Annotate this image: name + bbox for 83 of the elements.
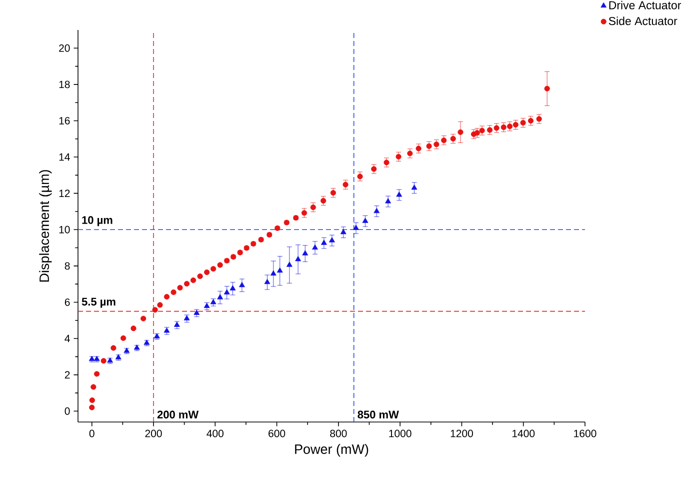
point (174, 322, 180, 327)
point (396, 192, 402, 197)
point (330, 190, 336, 196)
y-tick-label: 12 (59, 190, 70, 197)
point (371, 166, 377, 172)
point (384, 160, 390, 166)
point (374, 208, 380, 214)
point (301, 210, 308, 216)
y-tick-label: 0 (64, 407, 70, 415)
y-tick-label: 8 (64, 262, 70, 270)
ref-line-label: 200 mW (157, 410, 199, 418)
point (184, 315, 190, 320)
point (458, 129, 464, 135)
point (407, 150, 413, 156)
x-tick-label: 1200 (450, 430, 473, 438)
point (270, 270, 276, 276)
point (210, 299, 216, 304)
point (312, 244, 318, 250)
y-tick-label: 20 (59, 44, 70, 52)
point (217, 294, 224, 300)
y-axis-title: Displacement (µm) (39, 170, 52, 282)
point (310, 204, 316, 210)
y-tick-label: 2 (64, 371, 70, 378)
point (164, 328, 170, 333)
y-tick-label: 4 (64, 334, 70, 342)
y-tick-label: 16 (59, 117, 70, 124)
x-tick-label: 400 (206, 430, 224, 438)
point (120, 335, 126, 341)
point (544, 86, 550, 92)
point (357, 174, 363, 180)
x-tick-label: 600 (268, 430, 286, 438)
point (320, 240, 327, 245)
point (276, 267, 283, 273)
point (353, 224, 359, 230)
point (130, 326, 136, 332)
point (224, 289, 230, 294)
point (320, 198, 326, 204)
point (89, 397, 95, 404)
point (441, 138, 447, 144)
ref-line-label: 5.5 µm (82, 298, 116, 308)
ref-line-label: 10 µm (82, 216, 112, 226)
y-tick-label: 10 (59, 226, 70, 234)
point (100, 358, 106, 364)
point (385, 198, 392, 204)
point (426, 143, 432, 149)
point (302, 250, 308, 256)
point (177, 284, 183, 290)
point (486, 127, 493, 133)
point (520, 120, 526, 126)
x-tick-label: 1400 (512, 430, 535, 438)
point (362, 218, 368, 223)
point (329, 237, 335, 242)
x-tick-label: 1000 (389, 430, 412, 438)
point (204, 302, 210, 308)
point (450, 136, 456, 142)
legend-label: Side Actuator (608, 16, 678, 26)
x-tick-label: 800 (330, 430, 347, 438)
x-axis-title: Power (mW) (295, 444, 368, 457)
point (164, 294, 170, 300)
y-tick-label: 18 (59, 80, 70, 88)
point (536, 116, 542, 122)
y-tick-label: 14 (59, 153, 70, 161)
point (295, 256, 302, 262)
point (264, 278, 270, 284)
point (170, 289, 176, 296)
point (434, 142, 440, 148)
point (152, 307, 158, 313)
point (396, 154, 402, 160)
ref-line-label: 850 mW (358, 410, 399, 418)
point (286, 262, 292, 267)
x-tick-label: 0 (89, 430, 94, 438)
y-tick-label: 6 (64, 298, 70, 306)
point (230, 285, 236, 290)
legend-label: Drive Actuator (609, 0, 682, 10)
x-tick-label: 200 (145, 430, 162, 438)
point (340, 228, 346, 234)
point (239, 282, 245, 288)
point (197, 273, 203, 280)
x-tick-label: 1600 (574, 430, 596, 438)
point (194, 310, 200, 315)
point (411, 184, 418, 190)
point (342, 182, 348, 188)
point (416, 146, 422, 152)
